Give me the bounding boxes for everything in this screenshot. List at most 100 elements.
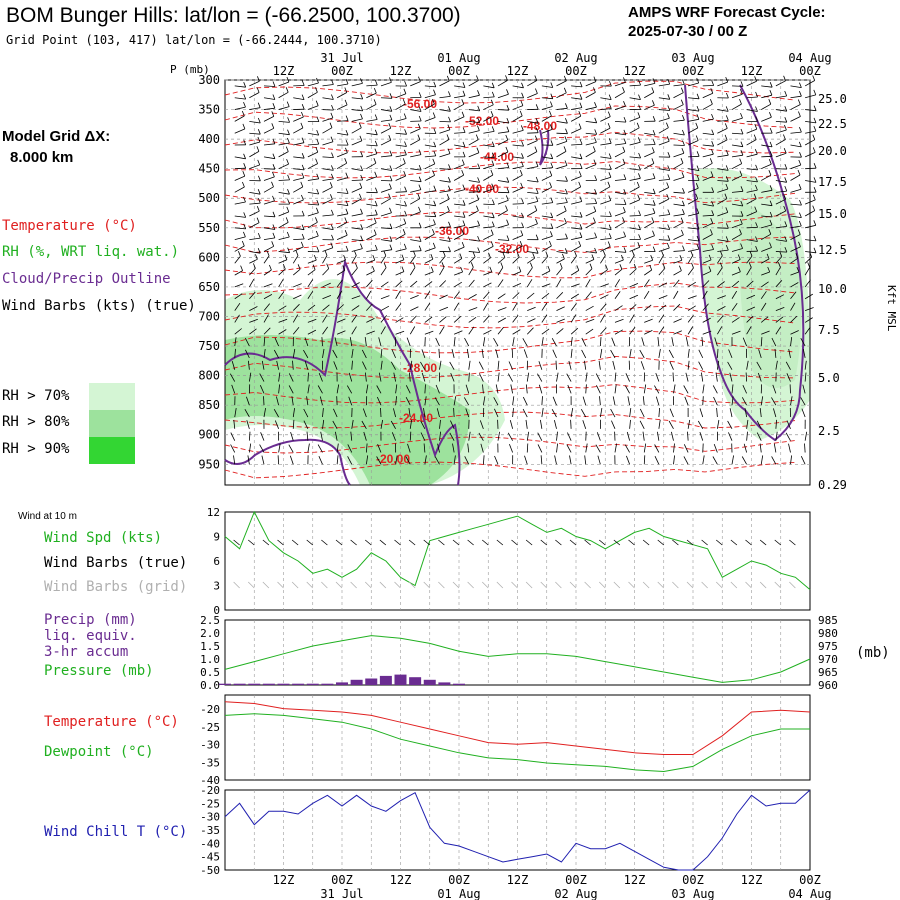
wind-barb bbox=[541, 106, 553, 110]
wind-barb bbox=[350, 431, 353, 441]
time-tick-bottom: 00Z bbox=[565, 873, 587, 887]
wind-barb bbox=[336, 443, 339, 453]
wind-barb bbox=[495, 349, 499, 358]
wind-barb bbox=[380, 407, 382, 418]
wind-barb bbox=[380, 109, 392, 112]
wind-barb-flag bbox=[360, 78, 363, 84]
wind-barb bbox=[512, 166, 524, 170]
wind-barb bbox=[405, 397, 411, 406]
wind-barb bbox=[322, 168, 334, 171]
wind-barb bbox=[644, 163, 655, 170]
wind-barb bbox=[596, 432, 601, 441]
wind-barb bbox=[804, 293, 814, 300]
wind-barb bbox=[541, 215, 553, 219]
wind-barb-flag bbox=[491, 126, 495, 132]
wind-barb bbox=[717, 168, 729, 171]
wind-barb bbox=[292, 303, 300, 311]
wind-barb-flag bbox=[477, 163, 481, 169]
wind-barb bbox=[570, 176, 582, 181]
wind-barb bbox=[512, 337, 515, 347]
wind-barb bbox=[482, 396, 486, 406]
wind-barb bbox=[541, 227, 553, 229]
wind-barb-flag bbox=[257, 232, 261, 239]
wind-barb bbox=[351, 140, 363, 146]
wind-barb bbox=[727, 361, 733, 370]
wind-barb bbox=[556, 372, 559, 382]
wind-barb bbox=[307, 443, 310, 453]
wind-barb bbox=[699, 431, 704, 441]
wind-barb bbox=[527, 180, 539, 183]
wind-barb bbox=[790, 271, 800, 276]
wind-barb bbox=[336, 222, 347, 229]
wind-barb bbox=[307, 318, 317, 323]
wind-barb bbox=[424, 155, 436, 158]
wind-barb-flag bbox=[784, 117, 788, 123]
surface-wind-barb-grid bbox=[657, 581, 665, 589]
wind-barb bbox=[585, 120, 597, 124]
wind-barb bbox=[424, 117, 436, 122]
wind-barb bbox=[380, 315, 388, 323]
wind-barb bbox=[658, 198, 669, 205]
precip-bar bbox=[438, 682, 451, 685]
wind-barb-flag bbox=[476, 194, 480, 200]
wind-barb-flag bbox=[257, 189, 261, 195]
wind-barb bbox=[231, 360, 236, 370]
wind-barb bbox=[570, 283, 580, 288]
wind-barb-flag bbox=[243, 139, 247, 145]
wind-barb bbox=[454, 85, 466, 88]
wind-barb bbox=[758, 349, 762, 359]
wind-barb bbox=[775, 139, 786, 146]
wind-barb bbox=[483, 85, 495, 89]
wind-barb bbox=[540, 419, 543, 429]
wind-barb bbox=[804, 326, 811, 335]
wind-barb-flag bbox=[417, 123, 421, 129]
wind-barb-flag bbox=[784, 106, 788, 112]
wind-barb bbox=[351, 314, 358, 323]
wind-barb bbox=[424, 384, 426, 394]
wind-barb bbox=[409, 315, 417, 323]
wind-barb-flag bbox=[388, 123, 392, 129]
wind-barb bbox=[741, 456, 747, 465]
wind-barb bbox=[478, 361, 484, 370]
wind-barb-flag bbox=[666, 242, 670, 249]
wind-barb bbox=[717, 239, 729, 242]
wind-barb bbox=[336, 152, 348, 158]
wind-barb bbox=[497, 93, 509, 99]
wind-barb-flag bbox=[433, 150, 437, 157]
wind-barb bbox=[595, 444, 601, 453]
wind-barb bbox=[453, 316, 462, 323]
wind-barb-flag bbox=[329, 122, 333, 128]
wind-barb-flag bbox=[272, 232, 276, 239]
wind-barb bbox=[512, 144, 524, 147]
wind-barb bbox=[526, 443, 529, 453]
wind-barb bbox=[318, 455, 323, 465]
wind-barb bbox=[658, 227, 670, 230]
precip-bar bbox=[277, 683, 290, 685]
wind-barb bbox=[263, 200, 275, 205]
wind-barb-flag bbox=[301, 80, 305, 86]
wind-barb bbox=[600, 227, 612, 230]
wind-barb bbox=[713, 396, 718, 406]
wind-barb bbox=[278, 384, 280, 394]
wind-barb-flag bbox=[769, 127, 773, 134]
wind-barb bbox=[629, 227, 641, 231]
wind-barb bbox=[702, 176, 714, 181]
wind-barb-flag bbox=[813, 187, 817, 193]
wind-barb bbox=[775, 95, 787, 99]
wind-barb-flag bbox=[521, 198, 524, 204]
wind-barb-flag bbox=[447, 124, 451, 130]
wind-barb-flag bbox=[769, 82, 773, 88]
chill-tick-label: -40 bbox=[200, 837, 220, 850]
wind-barb-flag bbox=[753, 134, 757, 140]
wind-barb bbox=[687, 314, 694, 323]
chill-tick-label: -20 bbox=[200, 784, 220, 797]
wind-barb-flag bbox=[564, 217, 567, 224]
time-tick-top: 00Z bbox=[682, 64, 704, 78]
wind-barb-flag bbox=[489, 266, 493, 273]
wind-barb bbox=[424, 233, 435, 240]
wind-barb bbox=[497, 279, 504, 288]
wind-barb-flag bbox=[565, 103, 568, 109]
wind-barb-flag bbox=[725, 207, 729, 213]
wind-barb bbox=[395, 233, 406, 240]
wind-barb-flag bbox=[433, 81, 437, 88]
